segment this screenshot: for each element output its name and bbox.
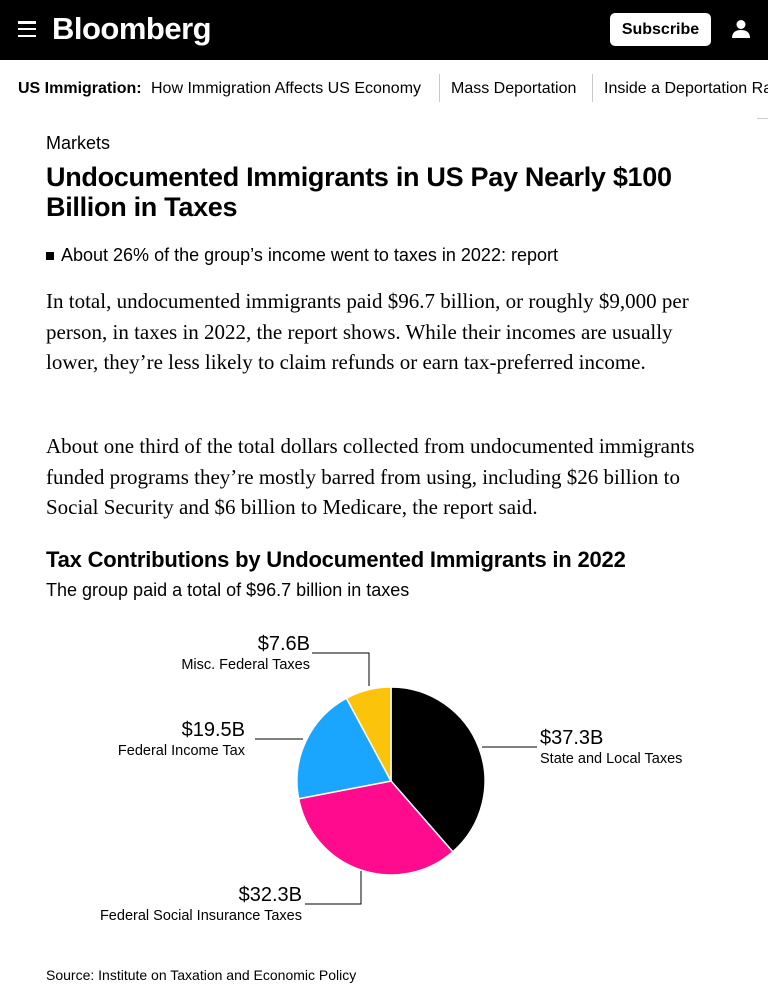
hamburger-menu-icon[interactable] xyxy=(18,21,36,37)
bullet-square-icon xyxy=(46,251,54,260)
topic-navigation: US Immigration: How Immigration Affects … xyxy=(0,60,768,120)
subscribe-button[interactable]: Subscribe xyxy=(610,13,711,46)
summary-bullet: About 26% of the group’s income went to … xyxy=(46,245,558,266)
slice-name-state-local: State and Local Taxes xyxy=(540,751,682,767)
subnav-divider xyxy=(439,74,440,102)
pie-slice-state-local xyxy=(390,686,486,853)
pie-slice-income-tax xyxy=(296,697,393,800)
pie-slice-misc-federal xyxy=(345,686,392,782)
subnav-link-economy[interactable]: How Immigration Affects US Economy xyxy=(151,80,422,97)
section-label[interactable]: Markets xyxy=(46,133,111,153)
article-paragraph: About one third of the total dollars col… xyxy=(46,434,695,519)
chart-subtitle: The group paid a total of $96.7 billion … xyxy=(46,580,410,600)
user-account-icon[interactable] xyxy=(730,19,752,39)
summary-bullet-text: About 26% of the group’s income went to … xyxy=(61,245,558,265)
topic-title: US Immigration: xyxy=(18,80,142,97)
article-headline: Undocumented Immigrants in US Pay Nearly… xyxy=(46,162,672,222)
chart-title: Tax Contributions by Undocumented Immigr… xyxy=(46,547,626,572)
bloomberg-logo[interactable]: Bloomberg xyxy=(52,11,212,46)
slice-value-income-tax: $19.5B xyxy=(182,719,245,741)
leader-line-misc-federal xyxy=(312,652,370,686)
article-paragraph: In total, undocumented immigrants paid $… xyxy=(46,289,689,374)
chart-source: Source: Institute on Taxation and Econom… xyxy=(46,967,357,983)
slice-name-misc-federal: Misc. Federal Taxes xyxy=(181,657,310,673)
pie-chart: $37.3B State and Local Taxes $32.3B Fede… xyxy=(100,633,682,924)
slice-name-income-tax: Federal Income Tax xyxy=(118,743,246,759)
subnav-divider xyxy=(592,74,593,102)
top-navigation-bar: Bloomberg Subscribe xyxy=(0,0,768,60)
slice-name-social-insurance: Federal Social Insurance Taxes xyxy=(100,908,302,924)
slice-value-social-insurance: $32.3B xyxy=(239,884,302,906)
subnav-link-mass-deportation[interactable]: Mass Deportation xyxy=(451,80,577,97)
slice-value-state-local: $37.3B xyxy=(540,727,603,749)
subnav-scroll-edge xyxy=(757,118,768,119)
pie-slice-social-insurance xyxy=(297,780,454,876)
slice-value-misc-federal: $7.6B xyxy=(258,633,310,655)
leader-line-social-insurance xyxy=(305,871,362,905)
subnav-link-deportation-raid[interactable]: Inside a Deportation Raid xyxy=(604,80,768,97)
